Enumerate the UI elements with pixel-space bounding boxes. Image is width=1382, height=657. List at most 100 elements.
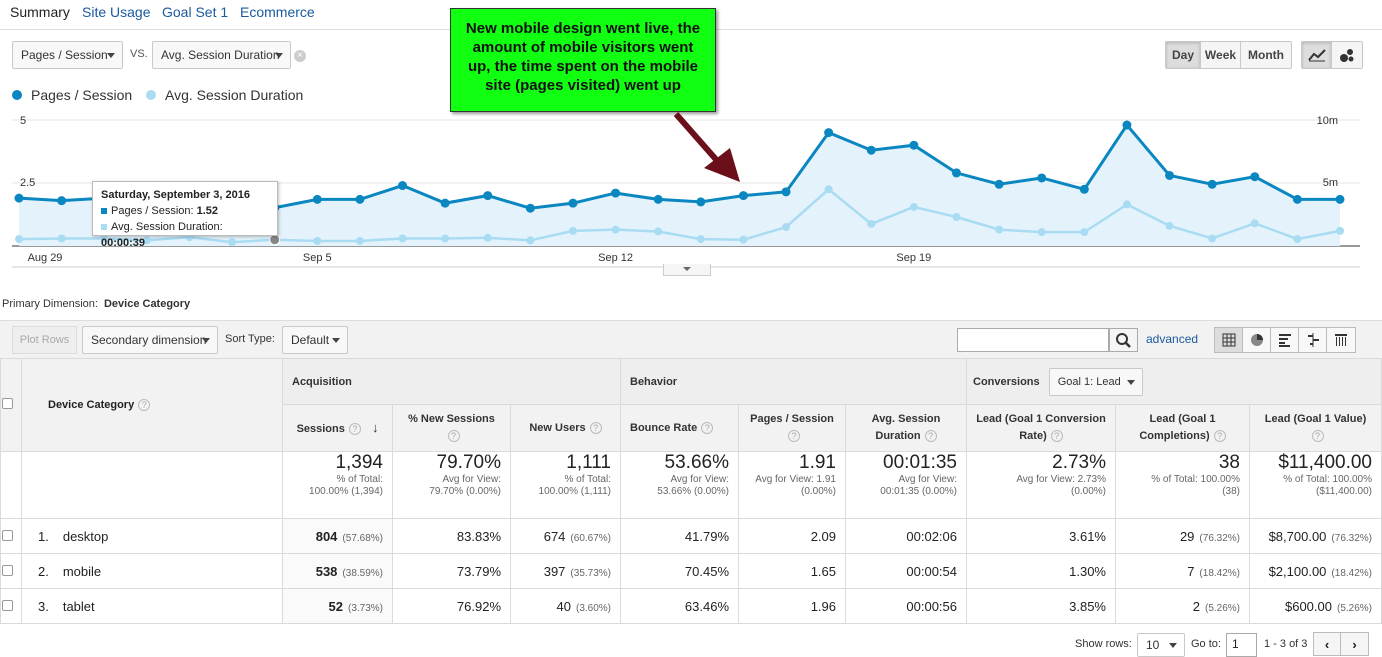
comparison-view-button[interactable] [1299,328,1327,352]
advanced-link[interactable]: advanced [1146,332,1199,346]
series2-point [142,236,151,245]
column-header-row: Sessions? ↓ % New Sessions? New Users? B… [1,404,1382,452]
plot-rows-button[interactable]: Plot Rows [12,326,77,354]
device-link[interactable]: desktop [62,528,109,544]
pager: ‹ › [1313,632,1369,656]
x-tick-label: Aug 29 [28,252,63,264]
sessions-value: 538 [315,563,338,579]
metric1-dropdown[interactable]: Pages / Session [12,41,123,69]
metric2-dropdown[interactable]: Avg. Session Duration [152,41,291,69]
series2-point [355,236,364,245]
row-checkbox[interactable] [2,529,13,541]
table-search-input[interactable] [957,328,1109,352]
new-users-value: 674 [543,528,566,544]
goal-value: $600.00 [1284,598,1332,614]
tab-summary[interactable]: Summary [10,4,70,20]
help-icon[interactable]: ? [701,421,714,434]
help-icon[interactable]: ? [1311,430,1324,443]
device-link[interactable]: mobile [62,563,102,579]
week-button[interactable]: Week [1201,42,1241,68]
show-rows-dropdown[interactable]: 10 [1137,633,1185,657]
day-button[interactable]: Day [1166,42,1201,68]
series2-point [57,234,66,243]
annotation-line: New mobile design went live, the [465,20,701,37]
dimension-header[interactable]: Device Category? [21,358,283,452]
data-view-button[interactable] [1215,328,1243,352]
total-cell: 79.70% Avg for View: 79.70% (0.00%) [392,451,511,519]
help-icon[interactable]: ? [138,399,151,412]
performance-view-button[interactable] [1271,328,1299,352]
series2-point [526,236,535,245]
col-bounce-rate[interactable]: Bounce Rate? [620,404,739,452]
total-cell: 1.91 Avg for View: 1.91 (0.00%) [738,451,846,519]
legend-series1[interactable]: Pages / Session [12,87,132,103]
pie-view-button[interactable] [1243,328,1271,352]
x-tick-label: Sep 19 [896,252,931,264]
new-users-pct: (3.60%) [575,602,611,614]
table-row[interactable]: 2. mobile 538 (38.59%) 73.79% 397 (35.73%) … [0,553,1382,589]
total-sub: Avg for View: [670,474,729,485]
col-conversion-rate[interactable]: Lead (Goal 1 Conversion Rate)? [966,404,1116,452]
help-icon[interactable]: ? [348,422,361,435]
conversions-group: Conversions Goal 1: Lead [966,358,1382,405]
new-sessions-value: 83.83% [456,528,501,544]
goto-page-input[interactable]: 1 [1226,633,1257,657]
series1-point [738,191,748,201]
remove-metric-icon[interactable]: × [294,50,306,62]
goal-dropdown[interactable]: Goal 1: Lead [1048,367,1143,396]
help-icon[interactable]: ? [1213,430,1226,443]
table-row[interactable]: 3. tablet 52 (3.73%) 76.92% 40 (3.60%) 63.4… [0,588,1382,624]
tab-site-usage[interactable]: Site Usage [82,4,151,20]
col-avg-duration[interactable]: Avg. Session Duration? [845,404,967,452]
row-checkbox[interactable] [2,599,13,611]
chart-type-toggle [1301,41,1363,69]
table-row[interactable]: 1. desktop 804 (57.68%) 83.83% 674 (60.67%)… [0,518,1382,554]
col-new-users[interactable]: New Users? [510,404,621,452]
month-button[interactable]: Month [1248,48,1284,62]
goal-value-pct: (18.42%) [1331,567,1372,579]
series1-point [440,198,450,208]
col-new-sessions[interactable]: % New Sessions? [392,404,511,452]
tab-ecommerce[interactable]: Ecommerce [240,4,315,20]
col-sessions[interactable]: Sessions? ↓ [282,404,393,452]
next-page-button[interactable]: › [1341,633,1368,655]
help-icon[interactable]: ? [447,430,460,443]
search-icon [1116,333,1131,348]
search-button[interactable] [1109,328,1138,352]
legend-series2[interactable]: Avg. Session Duration [146,87,303,103]
series1-point [1165,170,1175,180]
series1-point [1037,173,1047,183]
series1-point [1079,184,1089,194]
tab-goal-set-1[interactable]: Goal Set 1 [162,4,229,20]
conv-rate-value: 1.30% [1069,563,1106,579]
primary-dimension-value[interactable]: Device Category [103,298,191,310]
col-pages-session[interactable]: Pages / Session? [738,404,846,452]
chevron-down-icon [1169,643,1177,648]
help-icon[interactable]: ? [1050,430,1063,443]
motion-chart-button[interactable] [1332,42,1362,68]
select-all-checkbox[interactable] [2,398,13,409]
prev-page-button[interactable]: ‹ [1314,633,1342,655]
col-goal-value[interactable]: Lead (Goal 1 Value)? [1249,404,1382,452]
sort-type-dropdown[interactable]: Default [282,326,348,354]
help-icon[interactable]: ? [589,421,602,434]
secondary-dimension-dropdown[interactable]: Secondary dimension [82,326,218,354]
series2-point [1122,200,1131,209]
series2-point [1208,234,1217,243]
line-chart-button[interactable] [1302,42,1332,68]
series2-point [867,219,876,228]
total-value: 1,394 [335,452,383,473]
term-cloud-view-button[interactable] [1327,328,1355,352]
new-users-value: 397 [543,563,566,579]
device-link[interactable]: tablet [62,598,95,614]
completions-pct: (5.26%) [1204,602,1240,614]
help-icon[interactable]: ? [924,430,937,443]
bounce-value: 41.79% [684,528,729,544]
series2-point [313,236,322,245]
chart-collapse-handle[interactable] [663,264,711,276]
col-completions[interactable]: Lead (Goal 1 Completions)? [1115,404,1250,452]
chevron-down-icon [275,53,283,58]
row-checkbox[interactable] [2,564,13,576]
help-icon[interactable]: ? [788,430,800,443]
total-sub: (0.00%) [800,486,836,497]
